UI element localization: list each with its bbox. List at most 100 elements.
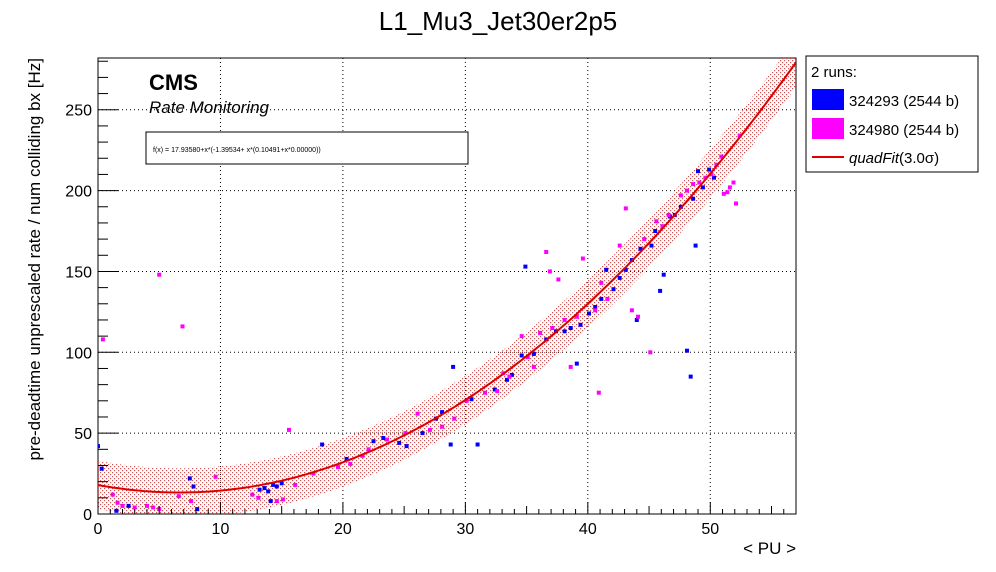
data-point-324293 bbox=[274, 484, 279, 489]
legend-label-fit: quadFit(3.0σ) bbox=[849, 150, 939, 167]
data-point-324980 bbox=[605, 296, 610, 301]
data-point-324293 bbox=[371, 439, 376, 444]
data-point-324980 bbox=[654, 219, 659, 224]
cms-sublabel: Rate Monitoring bbox=[149, 98, 270, 117]
data-point-324980 bbox=[538, 330, 543, 335]
data-point-324293 bbox=[562, 329, 567, 334]
data-point-324980 bbox=[725, 190, 730, 195]
data-point-324293 bbox=[266, 489, 271, 494]
y-tick-label: 200 bbox=[65, 184, 92, 201]
data-point-324980 bbox=[691, 182, 696, 187]
data-point-324980 bbox=[648, 350, 653, 355]
data-point-324980 bbox=[629, 308, 634, 313]
data-point-324293 bbox=[195, 507, 200, 512]
data-point-324293 bbox=[262, 486, 267, 491]
data-point-324293 bbox=[593, 305, 598, 309]
legend: 2 runs: 324293 (2544 b) 324980 (2544 b) … bbox=[805, 55, 979, 173]
data-point-324293 bbox=[397, 440, 402, 445]
data-point-324293 bbox=[587, 311, 591, 316]
data-point-324980 bbox=[519, 334, 524, 339]
data-point-324980 bbox=[385, 437, 389, 442]
x-tick-label: 10 bbox=[212, 521, 230, 538]
data-point-324293 bbox=[191, 484, 196, 489]
y-tick-label: 250 bbox=[65, 103, 92, 120]
data-point-324980 bbox=[100, 337, 105, 342]
data-point-324980 bbox=[721, 191, 726, 196]
data-point-324980 bbox=[256, 495, 261, 500]
legend-header: 2 runs: bbox=[811, 64, 857, 81]
y-tick-label: 50 bbox=[74, 426, 92, 443]
data-point-324293 bbox=[268, 499, 273, 504]
x-tick-label: 0 bbox=[94, 521, 103, 538]
data-point-324293 bbox=[320, 442, 325, 447]
y-tick-label: 100 bbox=[65, 345, 92, 362]
data-point-324293 bbox=[685, 348, 689, 353]
legend-box bbox=[805, 55, 979, 173]
data-point-324980 bbox=[525, 355, 530, 360]
chart-title: L1_Mu3_Jet30er2p5 bbox=[379, 6, 618, 36]
data-point-324293 bbox=[617, 275, 622, 280]
data-point-324980 bbox=[678, 193, 683, 198]
data-point-324980 bbox=[547, 269, 552, 274]
data-point-324293 bbox=[649, 243, 654, 248]
data-point-324980 bbox=[293, 482, 298, 487]
data-point-324980 bbox=[709, 172, 714, 177]
data-point-324980 bbox=[495, 389, 500, 394]
data-point-324293 bbox=[712, 175, 716, 180]
legend-label-324293: 324293 (2544 b) bbox=[849, 93, 959, 110]
data-point-324293 bbox=[492, 387, 497, 392]
data-point-324980 bbox=[531, 364, 536, 369]
data-point-324980 bbox=[366, 447, 371, 452]
data-point-324293 bbox=[257, 487, 262, 492]
data-point-324293 bbox=[700, 185, 705, 190]
data-point-324980 bbox=[731, 180, 736, 185]
data-point-324293 bbox=[404, 444, 409, 449]
data-point-324980 bbox=[556, 277, 561, 282]
data-point-324293 bbox=[696, 169, 700, 174]
data-point-324980 bbox=[666, 212, 671, 217]
data-point-324980 bbox=[151, 505, 156, 510]
data-point-324980 bbox=[110, 492, 115, 497]
data-point-324980 bbox=[120, 503, 125, 508]
data-point-324980 bbox=[213, 474, 218, 479]
data-point-324980 bbox=[189, 499, 194, 504]
data-point-324293 bbox=[653, 229, 658, 233]
data-point-324980 bbox=[287, 427, 291, 432]
data-point-324980 bbox=[274, 499, 279, 504]
data-point-324980 bbox=[250, 492, 255, 497]
data-point-324980 bbox=[550, 326, 555, 330]
plot-frame bbox=[97, 57, 797, 515]
data-point-324980 bbox=[596, 390, 601, 395]
fit-sigma-band bbox=[98, 58, 796, 514]
data-point-324980 bbox=[623, 206, 628, 211]
data-point-324293 bbox=[271, 482, 276, 487]
data-point-324293 bbox=[691, 196, 696, 201]
data-point-324293 bbox=[451, 364, 456, 369]
data-point-324980 bbox=[719, 154, 724, 159]
data-point-324980 bbox=[115, 500, 120, 505]
legend-swatch-324980 bbox=[812, 118, 844, 139]
fit-curve bbox=[98, 61, 796, 494]
data-point-324293 bbox=[568, 326, 573, 330]
axis-ticks: 0 10 20 30 40 50 0 50 100 150 200 250 bbox=[65, 60, 797, 538]
data-point-324980 bbox=[660, 224, 665, 229]
y-tick-label: 150 bbox=[65, 264, 92, 281]
data-point-324980 bbox=[132, 505, 137, 510]
data-point-324293 bbox=[574, 361, 579, 366]
data-point-324980 bbox=[593, 308, 598, 313]
data-point-324293 bbox=[638, 246, 643, 251]
data-point-324293 bbox=[381, 436, 386, 440]
data-point-324980 bbox=[737, 133, 742, 138]
data-point-324980 bbox=[697, 180, 702, 185]
data-point-324293 bbox=[505, 377, 509, 382]
data-point-324293 bbox=[523, 264, 528, 269]
data-point-324980 bbox=[636, 314, 640, 319]
data-point-324980 bbox=[336, 465, 340, 470]
x-tick-label: 20 bbox=[334, 521, 352, 538]
data-point-324980 bbox=[483, 390, 487, 395]
data-point-324980 bbox=[544, 250, 549, 254]
data-point-324293 bbox=[599, 296, 604, 301]
data-point-324980 bbox=[403, 431, 408, 436]
legend-label-324980: 324980 (2544 b) bbox=[849, 122, 959, 139]
data-point-324293 bbox=[98, 444, 100, 449]
